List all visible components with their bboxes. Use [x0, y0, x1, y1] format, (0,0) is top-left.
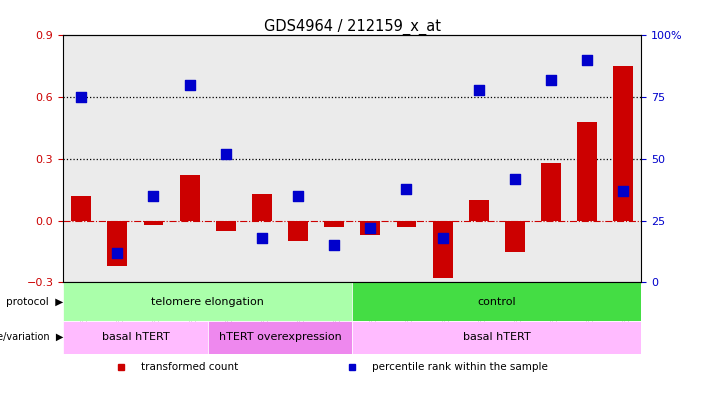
Text: basal hTERT: basal hTERT — [102, 332, 169, 342]
Bar — [280, 35, 316, 283]
Point — [582, 57, 593, 63]
Text: genotype/variation  ▶: genotype/variation ▶ — [0, 332, 63, 342]
Point — [329, 242, 340, 248]
Bar — [63, 321, 207, 354]
Point — [292, 193, 304, 199]
Bar — [316, 35, 353, 283]
Bar — [172, 35, 207, 283]
Point — [111, 250, 123, 256]
Bar — [497, 35, 533, 283]
Bar — [461, 35, 497, 283]
Bar — [63, 283, 353, 321]
Bar — [388, 35, 425, 283]
Bar — [353, 321, 641, 354]
Bar — [107, 220, 128, 266]
Bar — [216, 220, 236, 231]
Point — [473, 86, 484, 93]
Text: telomere elongation: telomere elongation — [151, 297, 264, 307]
Bar — [425, 35, 461, 283]
Bar — [244, 35, 280, 283]
Text: basal hTERT: basal hTERT — [463, 332, 531, 342]
Point — [76, 94, 87, 100]
Text: control: control — [477, 297, 516, 307]
Bar — [605, 35, 641, 283]
Bar — [360, 220, 380, 235]
Point — [618, 188, 629, 194]
Point — [184, 82, 195, 88]
Bar — [325, 220, 344, 227]
Bar — [353, 283, 641, 321]
Bar — [207, 321, 353, 354]
Text: hTERT overexpression: hTERT overexpression — [219, 332, 341, 342]
Bar — [469, 200, 489, 220]
Bar — [72, 196, 91, 220]
Bar — [144, 220, 163, 225]
Bar — [288, 220, 308, 241]
Bar — [135, 35, 172, 283]
Bar — [100, 35, 135, 283]
Bar — [207, 35, 244, 283]
Point — [257, 235, 268, 241]
Text: transformed count: transformed count — [141, 362, 238, 373]
Bar — [577, 122, 597, 220]
Bar — [533, 35, 569, 283]
Bar — [433, 220, 453, 278]
Text: protocol  ▶: protocol ▶ — [6, 297, 63, 307]
Bar — [252, 194, 272, 220]
Bar — [505, 220, 525, 252]
Title: GDS4964 / 212159_x_at: GDS4964 / 212159_x_at — [264, 19, 441, 35]
Point — [401, 185, 412, 192]
Point — [545, 77, 557, 83]
Bar — [179, 175, 200, 220]
Bar — [569, 35, 605, 283]
Bar — [613, 66, 633, 220]
Point — [437, 235, 448, 241]
Bar — [397, 220, 416, 227]
Point — [365, 225, 376, 231]
Point — [148, 193, 159, 199]
Bar — [541, 163, 561, 220]
Point — [510, 176, 521, 182]
Bar — [353, 35, 388, 283]
Point — [220, 151, 231, 157]
Text: percentile rank within the sample: percentile rank within the sample — [372, 362, 548, 373]
Bar — [63, 35, 100, 283]
